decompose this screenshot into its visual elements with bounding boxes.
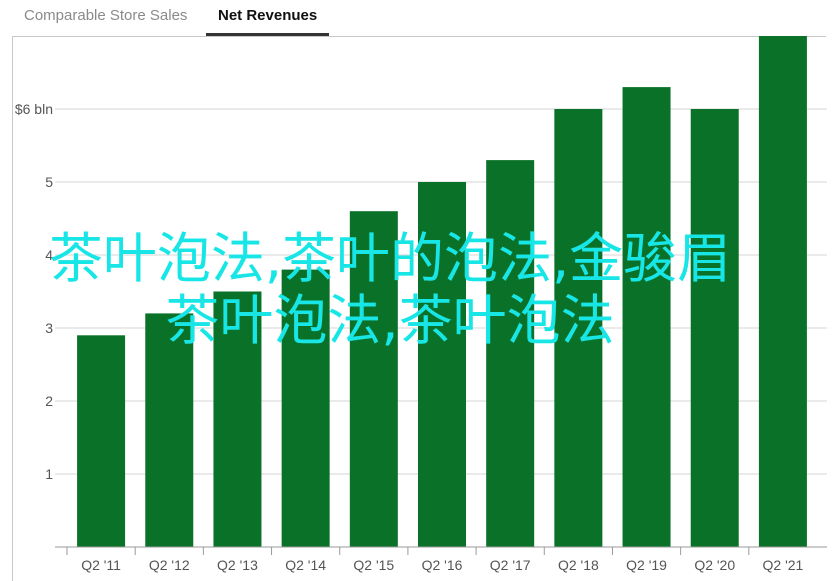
bar: [349, 211, 398, 547]
x-tick-label: Q2 '18: [558, 557, 599, 573]
x-tick-label: Q2 '17: [490, 557, 531, 573]
x-tick-label: Q2 '19: [626, 557, 667, 573]
tab-net-revenues[interactable]: Net Revenues: [206, 0, 330, 36]
x-tick-label: Q2 '11: [81, 557, 121, 573]
x-tick-label: Q2 '16: [422, 557, 463, 573]
x-tick-label: Q2 '14: [285, 557, 326, 573]
x-tick-label: Q2 '20: [694, 557, 735, 573]
tab-comparable-store-sales[interactable]: Comparable Store Sales: [24, 7, 188, 24]
bar: [77, 335, 126, 547]
bar: [145, 313, 194, 547]
bar-chart-svg: 1 2 3 4 5 $6 bln Q2 '11 Q2 '12 Q2 '13 Q2 '14 Q2 '1…: [15, 36, 827, 573]
x-tick-label: Q2 '15: [353, 557, 394, 573]
bar: [758, 36, 807, 547]
bar: [690, 109, 739, 547]
y-tick-label: 5: [45, 174, 53, 190]
bar: [554, 109, 603, 547]
bar: [281, 269, 330, 547]
net-revenues-chart: 1 2 3 4 5 $6 bln Q2 '11 Q2 '12 Q2 '13 Q2 '14 Q2 '1…: [12, 36, 827, 581]
bar: [213, 291, 262, 547]
y-tick-label: 2: [45, 393, 53, 409]
bar: [622, 87, 671, 547]
bar: [486, 160, 535, 547]
y-tick-label: 4: [45, 247, 53, 263]
x-tick-label: Q2 '12: [149, 557, 190, 573]
y-tick-label: 1: [45, 466, 53, 482]
x-tick-label: Q2 '21: [763, 557, 804, 573]
bar: [418, 182, 466, 547]
x-tick-label: Q2 '13: [217, 557, 258, 573]
chart-tab-bar: Comparable Store Sales Net Revenues: [12, 0, 826, 37]
y-tick-label: $6 bln: [15, 101, 53, 117]
y-tick-label: 3: [45, 320, 53, 336]
